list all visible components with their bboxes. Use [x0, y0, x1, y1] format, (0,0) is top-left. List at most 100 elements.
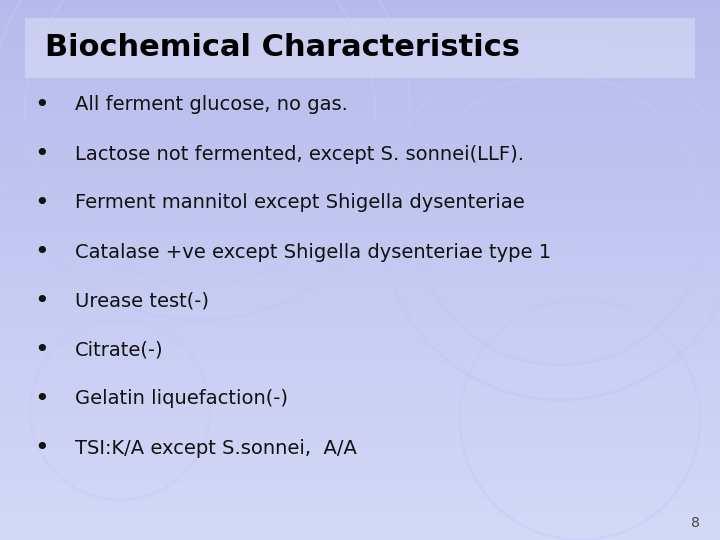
Bar — [0, 70, 720, 73]
Text: •: • — [35, 387, 50, 411]
Bar — [0, 521, 720, 524]
Bar — [0, 78, 720, 81]
Bar — [0, 518, 720, 521]
Bar — [0, 184, 720, 186]
Bar — [0, 316, 720, 319]
Bar — [0, 513, 720, 516]
Text: •: • — [35, 240, 50, 264]
Bar — [0, 122, 720, 124]
Bar — [0, 254, 720, 256]
Bar — [0, 200, 720, 202]
Bar — [0, 454, 720, 456]
Bar — [0, 354, 720, 356]
Bar — [0, 116, 720, 119]
Bar — [0, 367, 720, 370]
Bar — [0, 103, 720, 105]
Bar — [0, 284, 720, 286]
Text: Citrate(-): Citrate(-) — [75, 341, 163, 360]
Bar — [0, 338, 720, 340]
Bar — [0, 113, 720, 116]
Bar — [0, 459, 720, 462]
Bar — [0, 467, 720, 470]
Bar — [0, 386, 720, 389]
Text: All ferment glucose, no gas.: All ferment glucose, no gas. — [75, 96, 348, 114]
Bar — [0, 321, 720, 324]
Bar — [0, 359, 720, 362]
Bar — [0, 500, 720, 502]
Bar — [0, 392, 720, 394]
Bar — [0, 205, 720, 208]
Bar — [0, 440, 720, 443]
Text: TSI:K/A except S.sonnei,  A/A: TSI:K/A except S.sonnei, A/A — [75, 438, 357, 457]
Bar — [0, 232, 720, 235]
Bar — [0, 483, 720, 486]
Bar — [0, 432, 720, 435]
Text: •: • — [35, 436, 50, 460]
Bar — [0, 146, 720, 148]
Bar — [0, 119, 720, 122]
Bar — [0, 219, 720, 221]
Text: Gelatin liquefaction(-): Gelatin liquefaction(-) — [75, 389, 288, 408]
Bar — [0, 138, 720, 140]
Bar — [0, 111, 720, 113]
Text: 8: 8 — [691, 516, 700, 530]
Bar — [0, 370, 720, 373]
Bar — [0, 135, 720, 138]
Bar — [0, 464, 720, 467]
Bar — [0, 73, 720, 76]
Bar — [0, 273, 720, 275]
Bar — [0, 327, 720, 329]
Bar — [0, 43, 720, 46]
Bar — [0, 213, 720, 216]
Bar — [0, 97, 720, 100]
Bar — [0, 310, 720, 313]
Bar — [0, 192, 720, 194]
Bar — [0, 14, 720, 16]
Bar — [0, 32, 720, 35]
Bar — [0, 148, 720, 151]
Bar — [0, 162, 720, 165]
Bar — [0, 38, 720, 40]
Bar — [0, 510, 720, 513]
Bar — [0, 375, 720, 378]
Bar — [0, 105, 720, 108]
Bar — [0, 19, 720, 22]
Bar — [0, 505, 720, 508]
Bar — [0, 165, 720, 167]
Bar — [0, 89, 720, 92]
Bar — [0, 475, 720, 478]
Bar — [0, 267, 720, 270]
Bar — [0, 524, 720, 526]
Bar — [0, 532, 720, 535]
Text: Urease test(-): Urease test(-) — [75, 292, 209, 310]
Bar — [0, 462, 720, 464]
Bar — [0, 397, 720, 400]
Bar — [0, 189, 720, 192]
Bar — [0, 211, 720, 213]
Bar — [0, 335, 720, 338]
Bar — [0, 389, 720, 392]
Bar — [0, 356, 720, 359]
Bar — [0, 319, 720, 321]
Bar — [0, 202, 720, 205]
Bar — [0, 240, 720, 243]
Bar — [0, 176, 720, 178]
Bar — [0, 46, 720, 49]
Bar — [0, 65, 720, 68]
Bar — [0, 151, 720, 154]
Bar — [0, 294, 720, 297]
Bar — [0, 140, 720, 143]
Bar — [0, 51, 720, 54]
Text: •: • — [35, 191, 50, 215]
Bar — [0, 373, 720, 375]
Bar — [0, 302, 720, 305]
Bar — [0, 402, 720, 405]
Bar — [0, 348, 720, 351]
Bar — [0, 456, 720, 459]
Bar — [0, 281, 720, 284]
Bar — [0, 292, 720, 294]
Bar — [0, 251, 720, 254]
Bar — [0, 472, 720, 475]
Bar — [0, 529, 720, 532]
Bar — [0, 329, 720, 332]
